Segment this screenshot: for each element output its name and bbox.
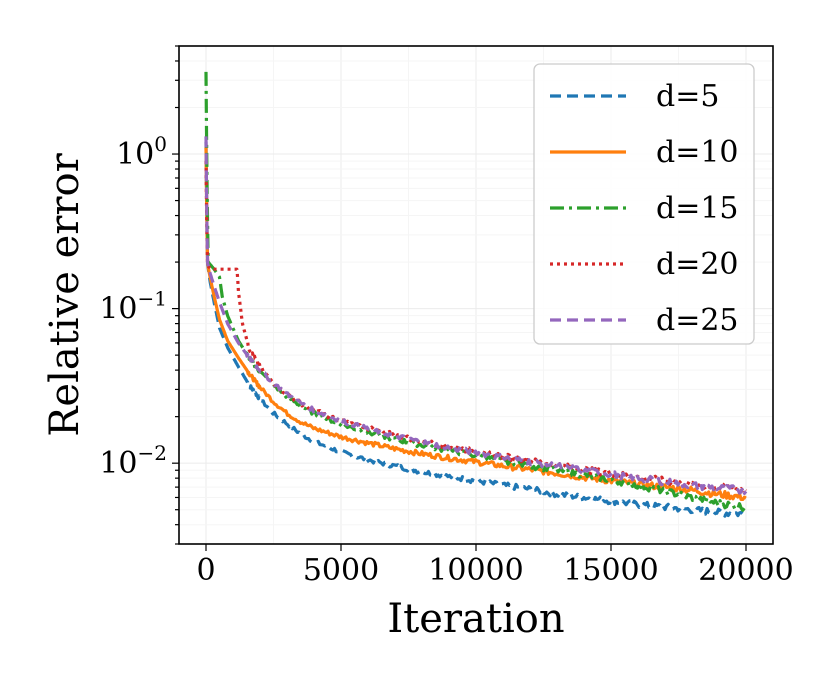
x-tick-label: 0 (196, 553, 215, 588)
series-line-d-15 (204, 71, 748, 512)
legend-label-d-15: d=15 (656, 191, 739, 226)
series-line-d-25 (204, 136, 748, 495)
y-tick-base: 10 (99, 446, 137, 481)
legend-box (533, 63, 755, 345)
legend-label-d-10: d=10 (656, 135, 739, 170)
series-line-d-5 (204, 141, 747, 520)
y-tick-base: 10 (99, 292, 137, 327)
legend-label-d-20: d=20 (656, 247, 739, 282)
series-group (204, 71, 748, 520)
x-tick-label: 5000 (303, 553, 379, 588)
y-axis-title: Relative error (42, 152, 88, 436)
y-tick-exponent: −2 (138, 441, 167, 465)
y-tick-exponent: −1 (138, 287, 167, 311)
y-tick-label: 10−1 (99, 287, 167, 327)
legend-label-d-5: d=5 (656, 79, 719, 114)
x-tick-label: 10000 (428, 553, 523, 588)
legend-label-d-25: d=25 (656, 303, 739, 338)
x-tick-label: 20000 (698, 553, 793, 588)
y-tick-label: 100 (116, 132, 167, 172)
x-axis-title: Iteration (387, 596, 564, 642)
y-tick-base: 10 (116, 137, 154, 172)
y-tick-exponent: 0 (154, 132, 167, 156)
y-tick-label: 10−2 (99, 441, 167, 481)
x-tick-label: 15000 (563, 553, 658, 588)
legend: d=5 d=10 d=15 d=20 d=25 (533, 63, 755, 345)
